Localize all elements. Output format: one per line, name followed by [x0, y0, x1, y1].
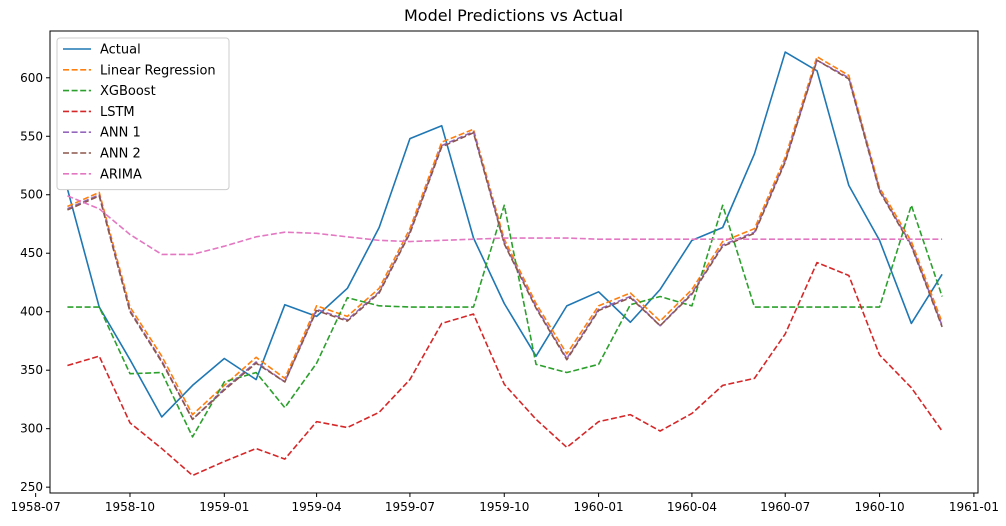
axes-frame	[49, 30, 979, 494]
y-tick-label: 400	[20, 305, 43, 319]
legend-label: ARIMA	[100, 167, 142, 182]
y-tick-label: 300	[20, 422, 43, 436]
legend-box	[56, 37, 230, 191]
legend-label: LSTM	[100, 105, 135, 120]
x-axis: 1958-07 1958-10 1959-01 1959-04 1959-07 1959-…	[11, 493, 999, 514]
y-tick-label: 350	[20, 363, 43, 377]
y-axis: 250 300 350 400 450 500 550 600	[20, 71, 50, 494]
x-tick-label: 1960-07	[760, 500, 810, 514]
x-tick-label: 1960-10	[854, 500, 904, 514]
x-tick-label: 1959-07	[385, 500, 435, 514]
legend-label: Linear Regression	[100, 63, 216, 78]
chart-title: Model Predictions vs Actual	[404, 6, 623, 25]
series-line-arima	[67, 195, 943, 256]
x-tick-label: 1960-01	[574, 500, 624, 514]
legend: Actual Linear Regression XGBoost LSTM ANN 1 A…	[56, 37, 230, 191]
series-line-linear-regression	[67, 55, 943, 416]
series-line-ann-2	[67, 59, 943, 421]
y-tick-label: 600	[20, 71, 43, 85]
series-line-actual	[66, 51, 943, 418]
x-tick-label: 1961-01	[949, 500, 999, 514]
legend-label: ANN 1	[100, 126, 141, 141]
x-tick-label: 1959-10	[479, 500, 529, 514]
y-tick-label: 500	[20, 188, 43, 202]
legend-label: XGBoost	[100, 84, 156, 99]
x-tick-label: 1959-01	[199, 500, 249, 514]
plot-area	[49, 30, 979, 494]
x-tick-label: 1959-04	[292, 500, 342, 514]
y-tick-label: 550	[20, 129, 43, 143]
series-line-lstm	[67, 261, 943, 477]
x-tick-label: 1958-07	[11, 500, 61, 514]
y-tick-label: 250	[20, 480, 43, 494]
x-tick-label: 1960-04	[667, 500, 717, 514]
legend-label: Actual	[100, 43, 141, 58]
x-tick-label: 1958-10	[105, 500, 155, 514]
series-line-xgboost	[67, 204, 943, 438]
y-tick-label: 450	[20, 246, 43, 260]
legend-label: ANN 2	[100, 147, 141, 162]
